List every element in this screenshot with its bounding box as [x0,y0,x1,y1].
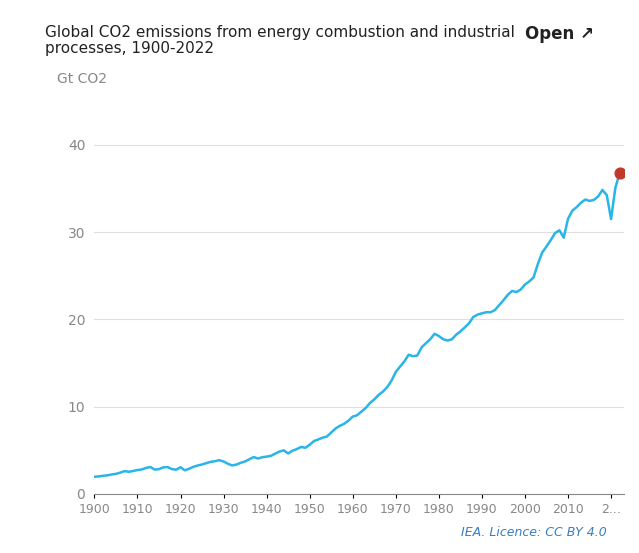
Text: Global CO2 emissions from energy combustion and industrial: Global CO2 emissions from energy combust… [45,25,514,40]
Text: IEA. Licence: CC BY 4.0: IEA. Licence: CC BY 4.0 [461,526,607,539]
Text: Gt CO2: Gt CO2 [58,72,107,86]
Point [615,169,625,178]
Text: Open ↗: Open ↗ [525,25,594,43]
Text: processes, 1900-2022: processes, 1900-2022 [45,41,213,56]
